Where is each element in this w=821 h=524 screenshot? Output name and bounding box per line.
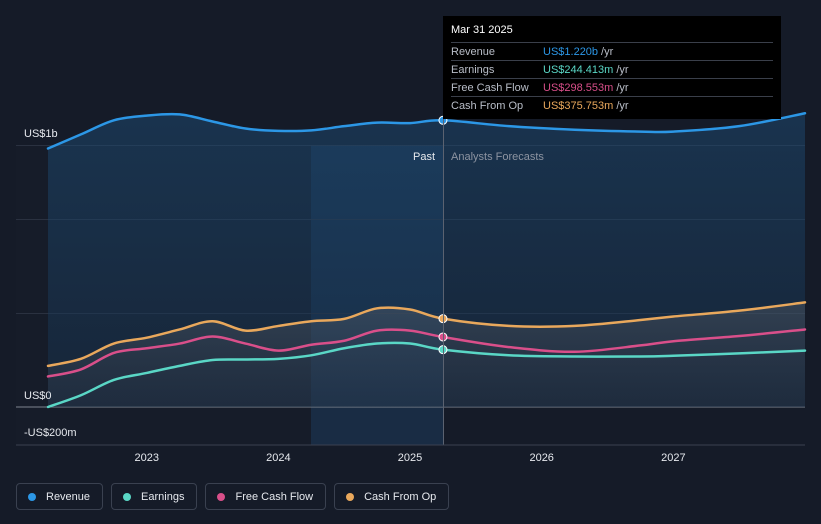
cash-from-op-marker <box>438 314 448 324</box>
legend: Revenue Earnings Free Cash Flow Cash Fro… <box>16 483 450 510</box>
x-tick-label: 2023 <box>134 452 158 464</box>
series-areas <box>48 113 805 407</box>
tooltip-label: Earnings <box>451 63 495 76</box>
free-cash-flow-marker <box>438 332 448 342</box>
past-label: Past <box>413 151 435 163</box>
legend-item-free-cash-flow[interactable]: Free Cash Flow <box>205 483 327 510</box>
tooltip: Mar 31 2025 Revenue US$1.220b /yr Earnin… <box>443 16 781 119</box>
x-tick-label: 2024 <box>266 452 290 464</box>
tooltip-label: Cash From Op <box>451 99 524 112</box>
legend-dot-icon <box>123 492 132 501</box>
legend-item-earnings[interactable]: Earnings <box>111 483 198 510</box>
tooltip-value: US$298.553m <box>543 81 614 94</box>
y-label-zero: US$0 <box>24 390 52 402</box>
tooltip-row-earnings: Earnings US$244.413m /yr <box>451 60 773 78</box>
series-markers <box>438 115 448 355</box>
free-cash-flow-line <box>46 328 807 378</box>
tooltip-value: US$1.220b <box>543 45 599 58</box>
y-label-bottom: -US$200m <box>24 427 77 439</box>
legend-dot-icon <box>346 492 355 501</box>
legend-dot-icon <box>217 492 226 501</box>
earnings-line <box>46 341 807 409</box>
legend-label: Earnings <box>141 490 185 503</box>
earnings-marker <box>438 345 448 355</box>
revenue-line <box>46 112 807 150</box>
x-tick-label: 2027 <box>661 452 685 464</box>
forecast-label: Analysts Forecasts <box>451 151 544 163</box>
y-label-top: US$1b <box>24 128 58 140</box>
x-tick-label: 2025 <box>398 452 422 464</box>
tooltip-unit: /yr <box>616 99 629 112</box>
tooltip-row-cash-from-op: Cash From Op US$375.753m /yr <box>451 96 773 114</box>
x-tick-labels: 2023 2024 2025 2026 2027 <box>134 452 685 464</box>
series-lines <box>46 112 807 409</box>
legend-label: Revenue <box>46 490 91 503</box>
x-tick-label: 2026 <box>529 452 553 464</box>
legend-item-cash-from-op[interactable]: Cash From Op <box>334 483 450 510</box>
tooltip-unit: /yr <box>616 81 629 94</box>
legend-dot-icon <box>28 492 36 501</box>
tooltip-unit: /yr <box>601 45 614 58</box>
tooltip-row-free-cash-flow: Free Cash Flow US$298.553m /yr <box>451 78 773 96</box>
tooltip-value: US$375.753m <box>543 99 614 112</box>
cash-from-op-area <box>48 302 805 407</box>
cash-from-op-line <box>46 301 807 368</box>
legend-label: Free Cash Flow <box>235 490 314 503</box>
legend-item-revenue[interactable]: Revenue <box>16 483 104 510</box>
tooltip-value: US$244.413m <box>543 63 614 76</box>
tooltip-row-revenue: Revenue US$1.220b /yr <box>451 42 773 60</box>
tooltip-label: Free Cash Flow <box>451 81 529 94</box>
tooltip-date: Mar 31 2025 <box>451 24 513 36</box>
tooltip-unit: /yr <box>616 63 629 76</box>
tooltip-label: Revenue <box>451 45 496 58</box>
legend-label: Cash From Op <box>364 490 437 503</box>
